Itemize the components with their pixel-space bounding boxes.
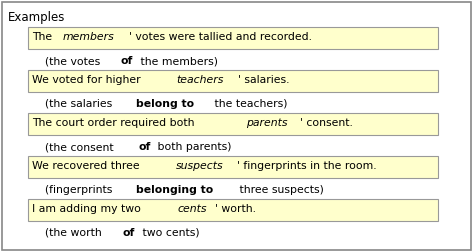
Text: cents: cents bbox=[177, 203, 207, 213]
Text: belong to: belong to bbox=[137, 99, 194, 109]
Text: (the worth: (the worth bbox=[45, 227, 105, 237]
Text: ' fingerprints in the room.: ' fingerprints in the room. bbox=[237, 160, 376, 170]
FancyBboxPatch shape bbox=[2, 3, 471, 250]
Text: the teachers): the teachers) bbox=[211, 99, 288, 109]
Text: of: of bbox=[123, 227, 135, 237]
FancyBboxPatch shape bbox=[28, 71, 438, 93]
FancyBboxPatch shape bbox=[28, 156, 438, 178]
Text: the members): the members) bbox=[137, 56, 218, 66]
Text: ' consent.: ' consent. bbox=[300, 117, 353, 128]
Text: Examples: Examples bbox=[8, 11, 65, 24]
Text: (the consent: (the consent bbox=[45, 141, 117, 151]
Text: (the votes: (the votes bbox=[45, 56, 104, 66]
Text: The court order required both: The court order required both bbox=[32, 117, 198, 128]
Text: three suspects): three suspects) bbox=[236, 184, 324, 194]
Text: We voted for higher: We voted for higher bbox=[32, 75, 144, 85]
Text: of: of bbox=[138, 141, 150, 151]
FancyBboxPatch shape bbox=[28, 28, 438, 50]
Text: ' worth.: ' worth. bbox=[215, 203, 256, 213]
Text: ' votes were tallied and recorded.: ' votes were tallied and recorded. bbox=[129, 32, 312, 42]
Text: (fingerprints: (fingerprints bbox=[45, 184, 116, 194]
Text: (the salaries: (the salaries bbox=[45, 99, 116, 109]
Text: of: of bbox=[121, 56, 133, 66]
Text: teachers: teachers bbox=[177, 75, 224, 85]
FancyBboxPatch shape bbox=[28, 114, 438, 136]
FancyBboxPatch shape bbox=[28, 199, 438, 221]
Text: We recovered three: We recovered three bbox=[32, 160, 143, 170]
Text: parents: parents bbox=[246, 117, 288, 128]
Text: both parents): both parents) bbox=[154, 141, 231, 151]
Text: suspects: suspects bbox=[175, 160, 223, 170]
Text: The: The bbox=[32, 32, 55, 42]
Text: I am adding my two: I am adding my two bbox=[32, 203, 145, 213]
Text: ' salaries.: ' salaries. bbox=[238, 75, 289, 85]
Text: members: members bbox=[63, 32, 114, 42]
Text: two cents): two cents) bbox=[139, 227, 200, 237]
Text: belonging to: belonging to bbox=[137, 184, 214, 194]
